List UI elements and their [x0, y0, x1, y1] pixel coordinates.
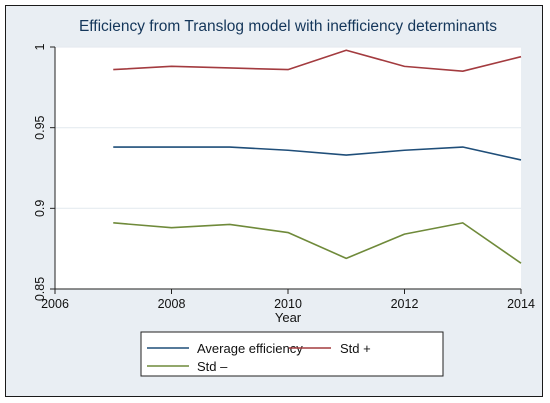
x-tick-label: 2010: [274, 297, 302, 311]
legend-label-0: Average efficiency: [197, 341, 303, 356]
y-tick-label: 1: [33, 43, 47, 50]
series-line-1: [113, 49, 522, 72]
x-axis-ticks: 2006 2008 2010 2012 2014: [41, 289, 535, 311]
legend-label-1: Std +: [340, 341, 371, 356]
y-tick-label: 0.85: [33, 277, 47, 301]
plot-area: [55, 47, 521, 289]
x-tick-label: 2014: [507, 297, 535, 311]
y-tick-label: 0.9: [33, 200, 47, 217]
legend-items: Average efficiency Std + Std –: [147, 341, 371, 374]
y-axis-ticks: 0.85 0.9 0.95 1: [33, 43, 55, 301]
series-lines: [113, 49, 522, 264]
x-axis-label: Year: [275, 310, 302, 325]
series-line-2: [113, 222, 522, 264]
legend-label-2: Std –: [197, 359, 228, 374]
series-line-0: [113, 146, 522, 161]
legend-box: [140, 331, 444, 377]
x-tick-label: 2012: [391, 297, 419, 311]
legend: Average efficiency Std + Std –: [140, 331, 444, 377]
y-tick-label: 0.95: [33, 115, 47, 139]
x-tick-label: 2006: [41, 297, 69, 311]
chart-title: Efficiency from Translog model with inef…: [79, 18, 497, 35]
x-tick-label: 2008: [158, 297, 186, 311]
